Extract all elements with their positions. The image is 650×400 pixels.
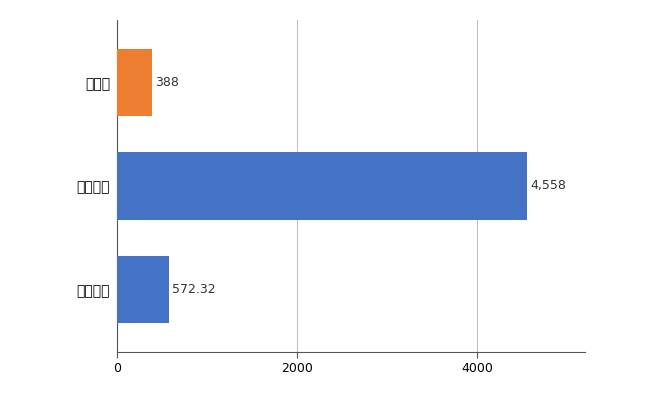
Text: 572.32: 572.32 [172,283,216,296]
Bar [117,152,527,220]
Text: 388: 388 [155,76,179,89]
Text: 4,558: 4,558 [531,180,567,192]
Bar [117,256,168,324]
Bar [117,48,152,116]
